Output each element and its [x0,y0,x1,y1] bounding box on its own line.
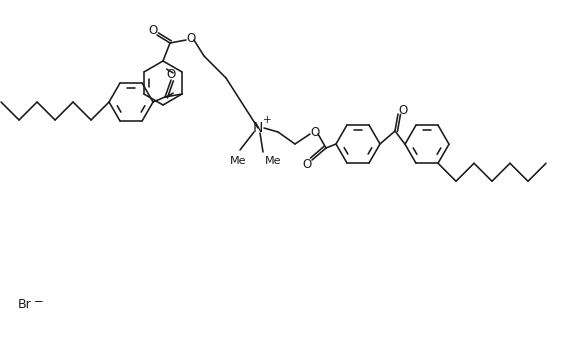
Text: +: + [262,115,271,125]
Text: Me: Me [265,156,281,166]
Text: O: O [186,32,195,45]
Text: O: O [166,67,176,81]
Text: O: O [310,126,320,140]
Text: O: O [398,103,407,117]
Text: N: N [253,121,263,135]
Text: O: O [149,25,158,37]
Text: O: O [302,158,312,172]
Text: −: − [34,295,44,307]
Text: Br: Br [18,299,32,311]
Text: Me: Me [229,156,246,166]
